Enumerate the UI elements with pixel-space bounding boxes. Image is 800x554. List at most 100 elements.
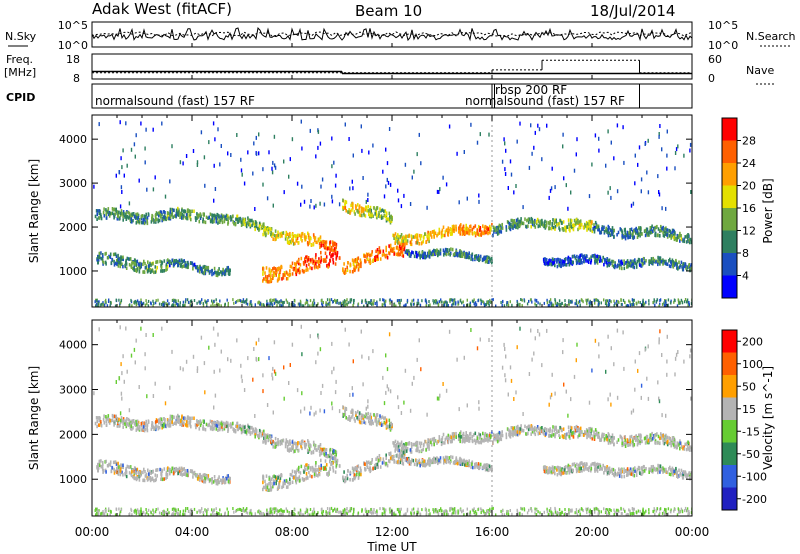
power-echo [483,255,485,260]
power-ground-echo [376,301,378,305]
power-ground-echo [320,299,323,302]
power-echo [335,245,337,249]
power-echo [676,233,679,238]
velocity-echo [364,414,366,418]
power-echo [167,260,169,264]
power-echo [171,258,173,263]
power-echo [364,259,366,263]
power-ground-echo [96,302,98,306]
velocity-echo [139,425,141,429]
power-echo [213,163,215,168]
power-echo [326,247,329,251]
power-echo [220,214,222,219]
power-echo [463,150,465,154]
velocity-echo [394,439,397,444]
power-echo [644,228,647,233]
power-echo [683,153,685,158]
velocity-echo [342,412,344,417]
power-echo [146,219,148,223]
power-echo [349,262,352,266]
velocity-echo [414,441,417,446]
power-ground-echo [443,301,445,305]
power-echo [322,243,324,248]
power-echo [120,209,123,213]
velocity-echo [115,414,117,419]
power-echo [544,257,546,261]
power-echo [622,235,624,239]
power-echo [357,262,360,266]
power-ground-echo [363,304,365,307]
velocity-echo [447,433,450,438]
velocity-echo [264,433,266,437]
power-echo [479,228,481,232]
velocity-echo [320,451,322,456]
velocity-echo [304,445,307,449]
power-echo [385,184,387,189]
power-echo [279,268,282,272]
power-echo [427,230,429,235]
power-echo [334,251,336,256]
velocity-echo [144,427,147,431]
velocity-echo [509,435,512,439]
velocity-echo [540,426,542,431]
power-echo [288,273,291,278]
power-echo [108,214,111,218]
power-echo [136,259,139,264]
power-echo [632,201,635,206]
power-ground-echo [294,304,296,307]
velocity-echo [476,436,479,440]
velocity-echo [496,439,499,444]
velocity-echo [347,417,350,421]
power-echo [499,227,502,231]
power-echo [451,247,454,252]
velocity-echo [140,428,143,432]
power-echo [394,232,397,236]
velocity-echo [571,432,573,436]
power-echo [385,248,387,253]
power-echo [529,220,532,224]
power-echo [249,225,252,229]
power-echo [116,262,118,266]
power-ground-echo [340,302,343,306]
power-echo [218,219,221,223]
power-ground-echo [336,299,339,302]
velocity-echo [319,453,321,457]
power-echo [358,264,361,269]
power-echo [416,241,419,245]
power-echo [97,261,99,265]
velocity-echo [489,438,491,442]
power-echo [275,273,277,277]
velocity-echo [326,454,329,459]
power-echo [527,217,530,222]
power-echo [383,209,385,213]
power-echo [381,208,384,212]
velocity-echo [230,424,233,428]
velocity-echo [233,429,235,433]
power-echo [367,209,369,213]
power-ground-echo [457,300,459,304]
power-echo [620,263,622,267]
power-echo [608,231,611,235]
velocity-echo [344,406,347,411]
power-echo [636,229,638,234]
power-echo [400,239,403,243]
velocity-echo [463,437,465,441]
power-echo [284,237,287,241]
power-echo [456,253,459,258]
power-echo [555,218,557,222]
power-echo [402,239,404,244]
power-ground-echo [259,302,261,306]
power-echo [498,223,501,228]
power-ground-echo [452,302,454,306]
power-echo [568,263,571,267]
velocity-echo [448,436,450,440]
power-ground-echo [684,298,687,301]
radar-title: Adak West (fitACF) [92,0,232,18]
power-ground-echo [389,301,391,305]
power-echo [133,263,136,267]
power-echo [558,222,560,226]
velocity-echo [450,435,453,440]
power-ground-echo [469,301,471,305]
power-echo [581,261,583,265]
power-ground-echo [462,300,464,304]
